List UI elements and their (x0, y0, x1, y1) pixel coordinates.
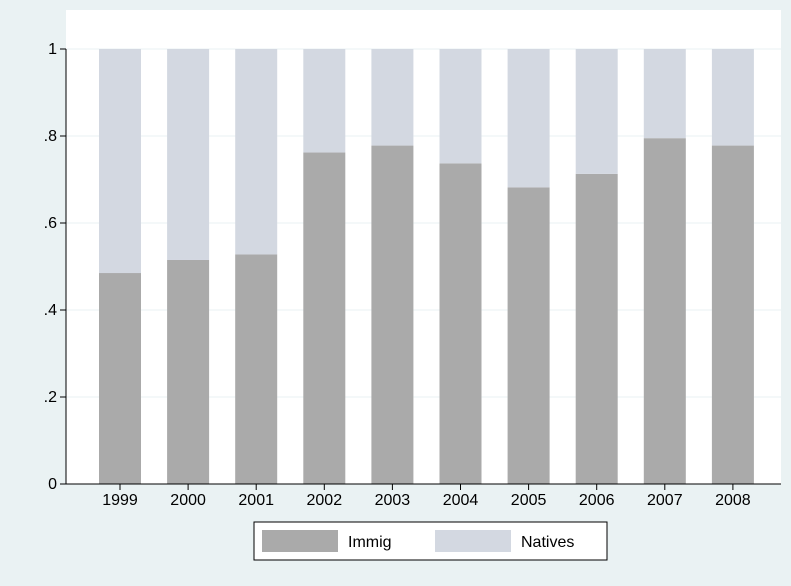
bar-natives-2003 (371, 49, 414, 146)
bar-immig-2002 (303, 152, 346, 484)
x-tick-label: 1999 (102, 492, 138, 509)
bar-natives-2007 (643, 49, 686, 139)
legend-label-immig: Immig (348, 534, 392, 551)
bar-natives-2002 (303, 49, 346, 153)
legend: Immig Natives (253, 521, 608, 561)
bar-natives-2001 (235, 49, 278, 255)
bar-immig-2008 (711, 145, 754, 484)
bar-immig-2003 (371, 145, 414, 484)
x-tick-label: 2007 (647, 492, 683, 509)
bar-natives-2006 (575, 49, 618, 174)
bar-immig-2007 (643, 138, 686, 485)
x-tick-label: 2006 (579, 492, 615, 509)
x-tick-label: 2003 (375, 492, 411, 509)
y-tick-label: .6 (44, 215, 57, 232)
y-tick-label: .4 (44, 302, 57, 319)
bar-immig-2005 (507, 187, 550, 484)
bar-immig-2000 (167, 259, 210, 484)
x-tick-label: 2005 (511, 492, 547, 509)
bar-immig-2001 (235, 254, 278, 484)
y-tick-label: .8 (44, 128, 57, 145)
legend-swatch-immig (262, 530, 338, 552)
y-axis: 0 .2 .4 .6 .8 1 (44, 41, 66, 493)
y-tick-label: 0 (48, 476, 57, 493)
x-tick-label: 2004 (443, 492, 479, 509)
x-axis: 1999 2000 2001 2002 2003 2004 2005 2006 2007 2008 (66, 483, 781, 509)
bar-natives-2004 (439, 49, 482, 164)
bars (99, 49, 754, 485)
x-tick-label: 2002 (307, 492, 343, 509)
x-tick-label: 2000 (170, 492, 206, 509)
legend-swatch-natives (435, 530, 511, 552)
bar-immig-2006 (575, 173, 618, 484)
x-tick-label: 2008 (715, 492, 751, 509)
bar-immig-1999 (99, 273, 141, 484)
bar-natives-2000 (167, 49, 210, 260)
y-tick-label: 1 (48, 41, 57, 58)
bar-natives-1999 (99, 49, 141, 274)
y-tick-label: .2 (44, 389, 57, 406)
bar-immig-2004 (439, 163, 482, 484)
bar-natives-2008 (711, 49, 754, 146)
x-tick-label: 2001 (238, 492, 274, 509)
legend-label-natives: Natives (521, 534, 574, 551)
bar-natives-2005 (507, 49, 550, 188)
